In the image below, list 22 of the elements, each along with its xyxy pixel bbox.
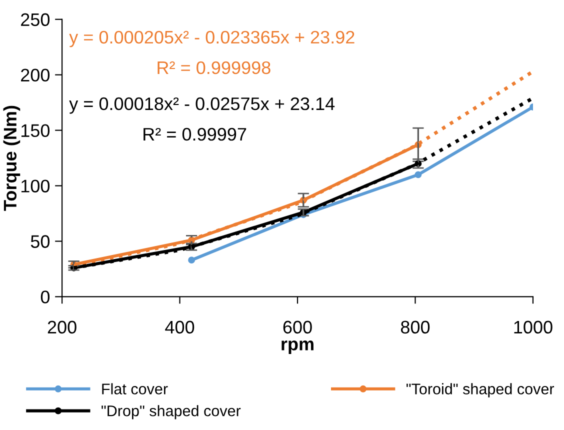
point — [414, 171, 422, 178]
y-axis-title: Torque (Nm) — [3, 106, 20, 211]
legend-label: Flat cover — [102, 383, 168, 394]
annotation: R² = 0.999998 — [158, 61, 270, 74]
y-tick-label: 200 — [21, 68, 50, 82]
x-tick-label: 400 — [165, 320, 194, 334]
annotation: y = 0.000205x² - 0.023365x + 23.92 — [69, 30, 354, 48]
y-tick-label: 100 — [21, 180, 50, 192]
annotation: R² = 0.99997 — [144, 128, 246, 141]
x-tick-label: 800 — [400, 320, 430, 334]
y-tick-label: 50 — [30, 235, 50, 248]
x-tick-label: 200 — [48, 320, 76, 334]
y-tick-label: 150 — [21, 124, 50, 138]
legend-label: "Toroid" shaped cover — [406, 383, 554, 398]
x-axis-title: rpm — [282, 340, 314, 354]
annotation: y = 0.00018x² - 0.02575x + 23.14 — [69, 97, 335, 114]
legend-label: "Drop" shaped cover — [102, 405, 241, 420]
x-tick-label: 1000 — [514, 320, 552, 334]
y-tick-label: 250 — [21, 13, 50, 26]
point — [188, 256, 196, 264]
y-tick-label: 0 — [40, 290, 50, 304]
x-tick-label: 600 — [283, 320, 312, 334]
